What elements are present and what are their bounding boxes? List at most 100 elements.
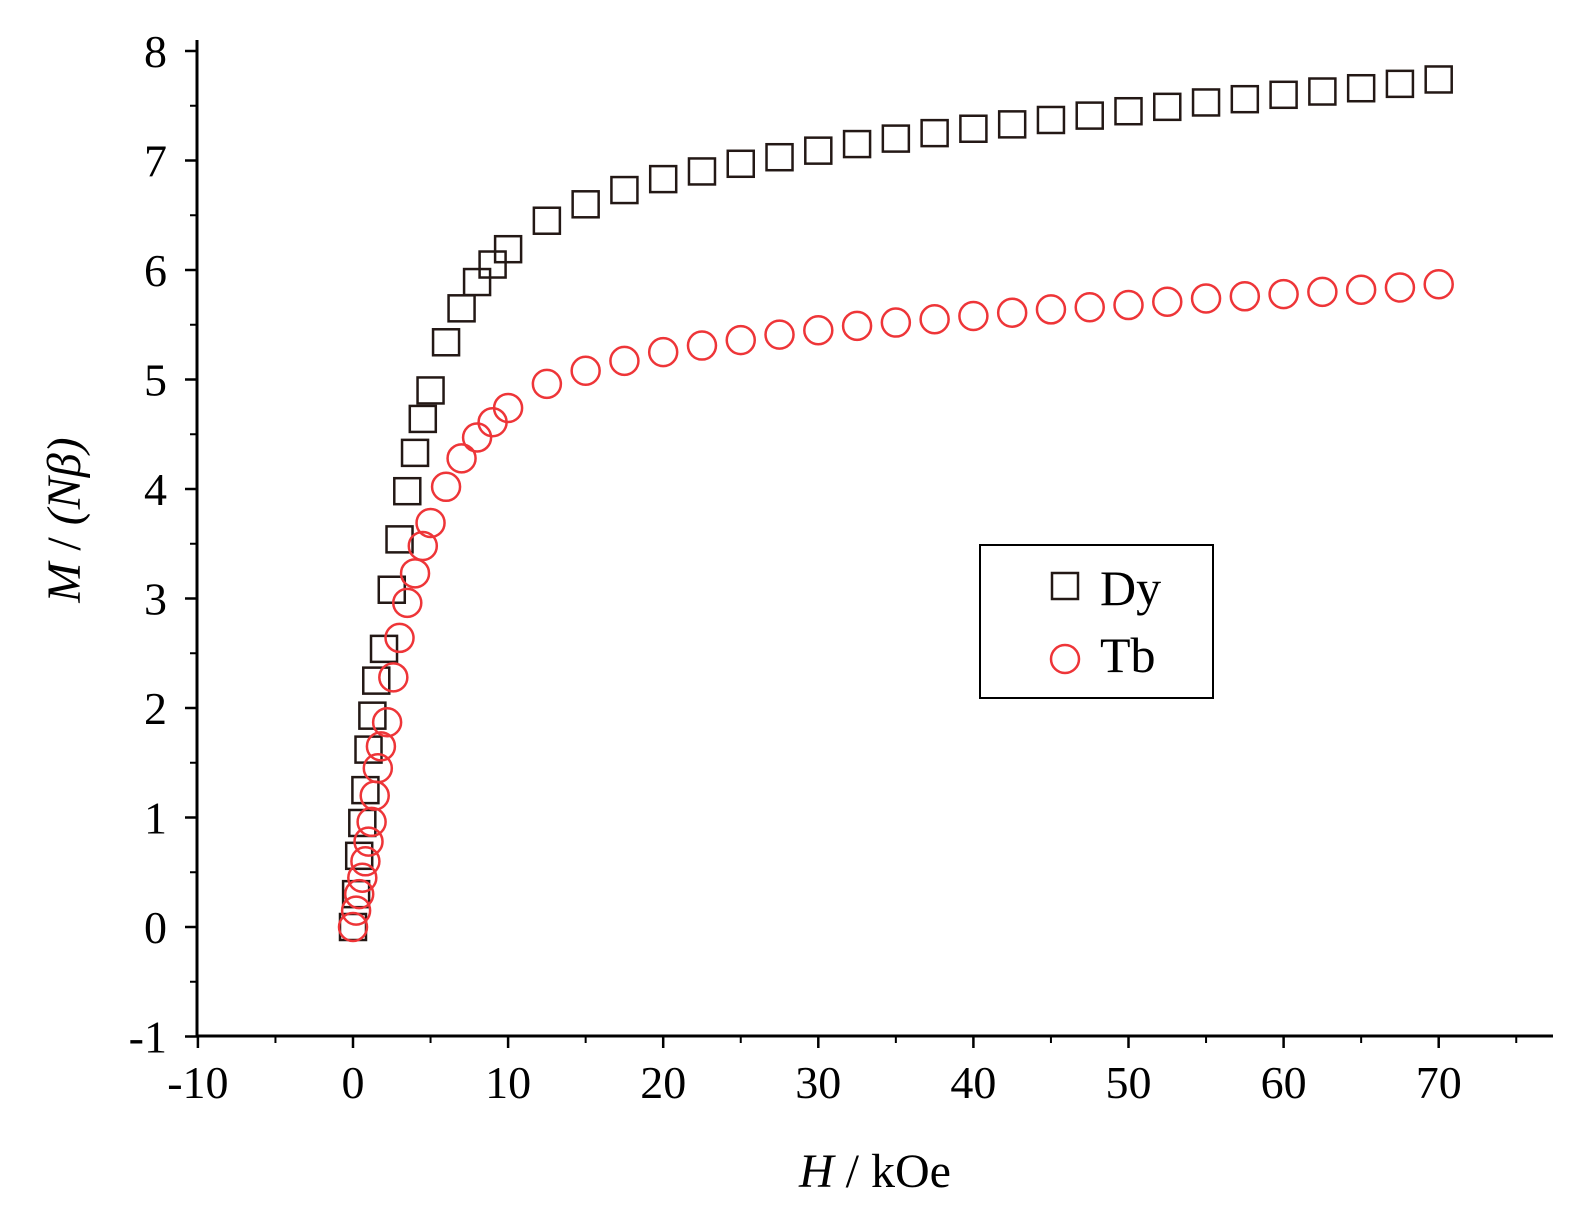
point-dy	[1385, 69, 1415, 99]
point-tb	[392, 587, 423, 619]
legend-label-tb: Tb	[1100, 627, 1156, 683]
point-dy	[804, 136, 833, 165]
point-dy	[920, 118, 949, 148]
point-tb	[1152, 286, 1183, 318]
point-dy	[765, 142, 794, 172]
legend: Dy Tb	[979, 544, 1214, 699]
point-tb	[841, 310, 873, 342]
point-dy	[362, 666, 391, 695]
point-dy	[393, 476, 422, 506]
point-tb	[1190, 283, 1222, 314]
point-dy	[385, 525, 414, 554]
point-dy	[1036, 105, 1066, 135]
point-tb	[362, 752, 394, 784]
point-dy	[1114, 96, 1143, 126]
y-tick-label: 8	[144, 26, 167, 77]
point-tb	[353, 826, 384, 857]
point-tb	[570, 355, 601, 386]
point-dy	[351, 775, 380, 805]
point-tb	[356, 806, 387, 838]
point-tb	[609, 345, 640, 377]
point-tb	[1307, 276, 1338, 308]
point-tb	[430, 471, 462, 503]
x-tick-label: 20	[640, 1057, 686, 1108]
y-tick-label: 1	[144, 793, 167, 844]
point-dy	[431, 328, 461, 357]
point-dy	[1230, 84, 1260, 114]
plot-series	[337, 65, 1454, 943]
point-dy	[648, 164, 678, 194]
point-tb	[686, 330, 718, 361]
legend-entry-tb: Tb	[1049, 627, 1156, 683]
point-dy	[1191, 88, 1221, 117]
point-dy	[369, 634, 399, 664]
x-tick-label: 30	[795, 1057, 841, 1108]
point-dy	[478, 250, 507, 279]
x-tick-label: 0	[342, 1057, 365, 1108]
point-tb	[1384, 272, 1416, 303]
x-tick-label: -10	[167, 1057, 228, 1108]
point-tb	[531, 368, 563, 400]
y-tick-label: 5	[144, 355, 167, 406]
point-tb	[446, 443, 477, 474]
point-tb	[365, 731, 397, 762]
y-tick-label: 7	[144, 136, 167, 187]
point-tb	[1268, 278, 1299, 310]
point-dy	[354, 735, 383, 764]
point-dy	[416, 376, 445, 405]
point-tb	[407, 530, 439, 562]
point-dy	[1424, 65, 1453, 94]
point-dy	[571, 190, 600, 219]
point-dy	[1308, 77, 1337, 106]
legend-entry-dy: Dy	[1050, 560, 1161, 616]
x-tick-label: 10	[485, 1057, 531, 1108]
point-tb	[337, 911, 369, 943]
point-tb	[958, 300, 989, 332]
point-tb	[415, 507, 446, 539]
x-tick-label: 70	[1416, 1057, 1462, 1108]
point-tb	[919, 304, 950, 335]
point-dy	[408, 404, 438, 434]
point-tb	[477, 406, 508, 438]
point-dy	[881, 124, 911, 153]
y-tick-label: -1	[129, 1012, 167, 1063]
y-tick-label: 0	[144, 902, 167, 953]
point-dy	[1075, 101, 1104, 130]
point-dy	[447, 294, 476, 323]
legend-marker-square	[1050, 571, 1080, 601]
point-dy	[726, 149, 755, 179]
x-axis-title: H / kOe	[798, 1145, 951, 1198]
point-tb	[378, 662, 409, 693]
point-dy	[400, 438, 430, 468]
x-axis-variable: H	[798, 1145, 836, 1198]
point-tb	[461, 422, 493, 453]
point-tb	[647, 336, 679, 368]
point-tb	[350, 846, 381, 877]
point-dy	[1269, 80, 1298, 110]
point-tb	[343, 878, 375, 910]
y-tick-label: 2	[144, 683, 167, 734]
series-dy	[338, 65, 1453, 942]
point-tb	[340, 895, 372, 926]
y-axis-variable: M	[38, 560, 91, 604]
point-tb	[1229, 281, 1261, 312]
point-dy	[493, 234, 523, 264]
x-tick-label: 40	[950, 1057, 996, 1108]
point-tb	[803, 314, 834, 346]
point-dy	[997, 110, 1027, 139]
point-dy	[687, 157, 717, 186]
x-tick-label: 50	[1106, 1057, 1152, 1108]
point-tb	[492, 392, 524, 424]
legend-label-dy: Dy	[1100, 560, 1161, 616]
point-tb	[359, 780, 390, 811]
point-dy	[532, 206, 562, 235]
y-axis-title: M / (Nβ)	[38, 437, 91, 603]
x-tick-label: 60	[1261, 1057, 1307, 1108]
point-tb	[399, 558, 431, 589]
point-dy	[842, 129, 872, 159]
y-ticks: -1 0 1 2 3 4 5 6 7 8	[129, 26, 197, 1063]
point-tb	[996, 297, 1028, 328]
point-tb	[1345, 274, 1377, 305]
y-tick-label: 6	[144, 245, 167, 296]
